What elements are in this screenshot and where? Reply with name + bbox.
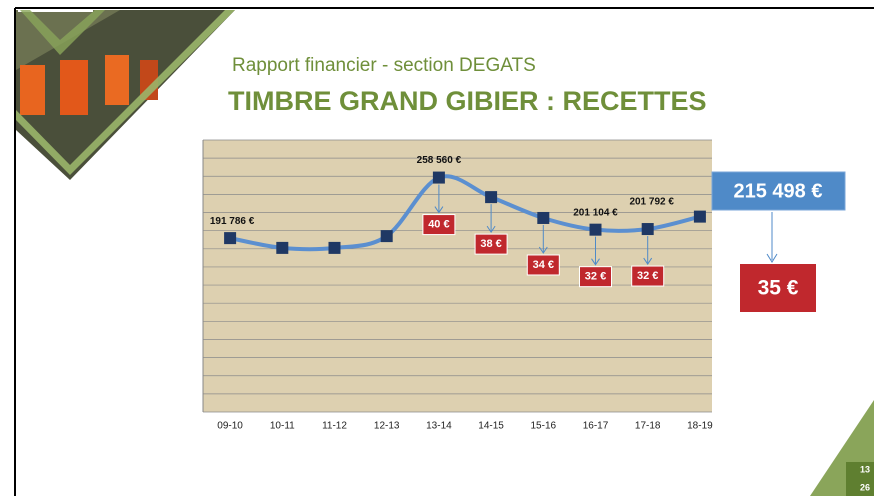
x-tick-label: 10-11 <box>270 421 295 432</box>
x-tick-label: 16-17 <box>583 421 609 432</box>
value-label: 258 560 € <box>417 155 462 166</box>
page: 13 26 Rapport financier - section DEGATS… <box>0 0 874 496</box>
data-point <box>224 232 236 244</box>
x-tick-label: 14-15 <box>478 421 504 432</box>
price-label: 40 € <box>428 218 449 230</box>
price-label: 32 € <box>637 270 658 282</box>
data-point <box>590 224 602 236</box>
chart-title: TIMBRE GRAND GIBIER : RECETTES <box>228 86 707 116</box>
x-tick-label: 15-16 <box>531 421 557 432</box>
data-point <box>694 211 706 223</box>
price-label: 35 € <box>758 277 799 300</box>
total-label: 215 498 € <box>734 180 823 202</box>
value-label: 191 786 € <box>210 216 255 227</box>
corner-cell: 13 <box>860 464 870 474</box>
data-point <box>433 172 445 184</box>
data-point <box>329 242 341 254</box>
data-point <box>537 212 549 224</box>
x-tick-label: 09-10 <box>217 421 243 432</box>
data-point <box>642 223 654 235</box>
x-tick-label: 12-13 <box>374 421 400 432</box>
slide: 13 26 Rapport financier - section DEGATS… <box>0 0 874 496</box>
data-point <box>276 242 288 254</box>
price-label: 32 € <box>585 271 606 283</box>
value-label: 201 792 € <box>629 197 674 208</box>
value-label: 201 104 € <box>573 207 618 218</box>
x-tick-label: 18-19 <box>687 421 713 432</box>
data-point <box>485 191 497 203</box>
x-tick-label: 13-14 <box>426 421 452 432</box>
price-label: 38 € <box>480 238 501 250</box>
x-tick-label: 17-18 <box>635 421 661 432</box>
corner-cell: 26 <box>860 482 870 492</box>
x-tick-label: 11-12 <box>322 421 347 432</box>
price-label: 34 € <box>533 259 554 271</box>
subtitle: Rapport financier - section DEGATS <box>232 55 536 76</box>
data-point <box>381 230 393 242</box>
